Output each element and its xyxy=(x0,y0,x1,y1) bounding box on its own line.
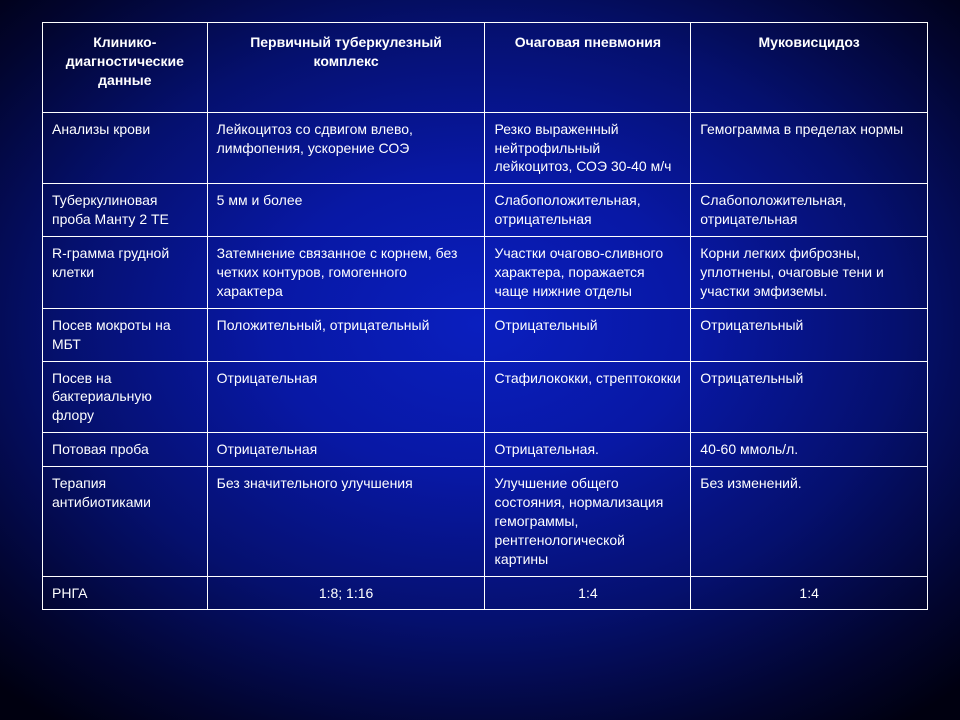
table-cell: Отрицательный xyxy=(691,361,928,433)
table-row: Посев на бактериальную флору Отрицательн… xyxy=(43,361,928,433)
table-cell: Отрицательная. xyxy=(485,433,691,467)
table-cell: Отрицательный xyxy=(691,308,928,361)
table-cell: Гемограмма в пределах нормы xyxy=(691,112,928,184)
row-label: Туберкулиновая проба Манту 2 ТЕ xyxy=(43,184,208,237)
table-row: Посев мокроты на МБТ Положительный, отри… xyxy=(43,308,928,361)
table-cell: Положительный, отрицательный xyxy=(207,308,485,361)
table-cell: Лейкоцитоз со сдвигом влево, лимфопения,… xyxy=(207,112,485,184)
row-label: Анализы крови xyxy=(43,112,208,184)
column-header: Муковисцидоз xyxy=(691,23,928,113)
comparison-table: Клинико-диагностические данные Первичный… xyxy=(42,22,928,610)
table-cell: Слабоположительная, отрицательная xyxy=(485,184,691,237)
column-header: Клинико-диагностические данные xyxy=(43,23,208,113)
table-cell: Слабоположительная, отрицательная xyxy=(691,184,928,237)
table-row: Потовая проба Отрицательная Отрицательна… xyxy=(43,433,928,467)
table-header-row: Клинико-диагностические данные Первичный… xyxy=(43,23,928,113)
table-row: РНГА 1:8; 1:16 1:4 1:4 xyxy=(43,576,928,610)
table-cell: Без значительного улучшения xyxy=(207,467,485,576)
row-label: Посев на бактериальную флору xyxy=(43,361,208,433)
table-cell: Участки очагово-сливного характера, пора… xyxy=(485,237,691,309)
row-label: Терапия антибиотиками xyxy=(43,467,208,576)
table-cell: 1:4 xyxy=(485,576,691,610)
table-cell: 5 мм и более xyxy=(207,184,485,237)
table-row: Анализы крови Лейкоцитоз со сдвигом влев… xyxy=(43,112,928,184)
table-cell: Стафилококки, стрептококки xyxy=(485,361,691,433)
row-label: РНГА xyxy=(43,576,208,610)
table-cell: Отрицательный xyxy=(485,308,691,361)
table-cell: 1:8; 1:16 xyxy=(207,576,485,610)
row-label: Посев мокроты на МБТ xyxy=(43,308,208,361)
column-header: Первичный туберкулезный комплекс xyxy=(207,23,485,113)
table-cell: 1:4 xyxy=(691,576,928,610)
table-row: Терапия антибиотиками Без значительного … xyxy=(43,467,928,576)
table-cell: 40-60 ммоль/л. xyxy=(691,433,928,467)
table-row: Туберкулиновая проба Манту 2 ТЕ 5 мм и б… xyxy=(43,184,928,237)
row-label: Потовая проба xyxy=(43,433,208,467)
table-cell: Резко выраженный нейтрофильный лейкоцито… xyxy=(485,112,691,184)
table-cell: Корни легких фиброзны, уплотнены, очагов… xyxy=(691,237,928,309)
row-label: R-грамма грудной клетки xyxy=(43,237,208,309)
table-cell: Без изменений. xyxy=(691,467,928,576)
comparison-table-container: Клинико-диагностические данные Первичный… xyxy=(0,0,960,610)
table-cell: Отрицательная xyxy=(207,433,485,467)
table-cell: Отрицательная xyxy=(207,361,485,433)
table-row: R-грамма грудной клетки Затемнение связа… xyxy=(43,237,928,309)
column-header: Очаговая пневмония xyxy=(485,23,691,113)
table-cell: Улучшение общего состояния, нормализация… xyxy=(485,467,691,576)
table-cell: Затемнение связанное с корнем, без четки… xyxy=(207,237,485,309)
